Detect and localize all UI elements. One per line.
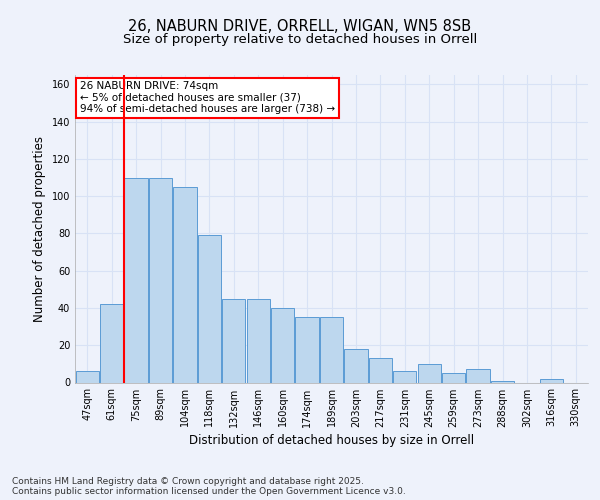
Bar [369,358,392,382]
Bar [100,304,123,382]
Text: 26 NABURN DRIVE: 74sqm
← 5% of detached houses are smaller (37)
94% of semi-deta: 26 NABURN DRIVE: 74sqm ← 5% of detached … [80,81,335,114]
Bar [173,187,197,382]
Bar [76,372,99,382]
Y-axis label: Number of detached properties: Number of detached properties [33,136,46,322]
Bar [271,308,294,382]
Bar [222,298,245,382]
Text: 26, NABURN DRIVE, ORRELL, WIGAN, WN5 8SB: 26, NABURN DRIVE, ORRELL, WIGAN, WN5 8SB [128,19,472,34]
Bar [442,373,465,382]
Bar [247,298,270,382]
X-axis label: Distribution of detached houses by size in Orrell: Distribution of detached houses by size … [189,434,474,446]
Bar [198,236,221,382]
Bar [466,370,490,382]
Bar [295,318,319,382]
Bar [149,178,172,382]
Bar [320,318,343,382]
Bar [344,349,368,382]
Text: Contains HM Land Registry data © Crown copyright and database right 2025.
Contai: Contains HM Land Registry data © Crown c… [12,476,406,496]
Bar [540,379,563,382]
Bar [418,364,441,382]
Bar [393,372,416,382]
Bar [491,380,514,382]
Text: Size of property relative to detached houses in Orrell: Size of property relative to detached ho… [123,34,477,46]
Bar [124,178,148,382]
